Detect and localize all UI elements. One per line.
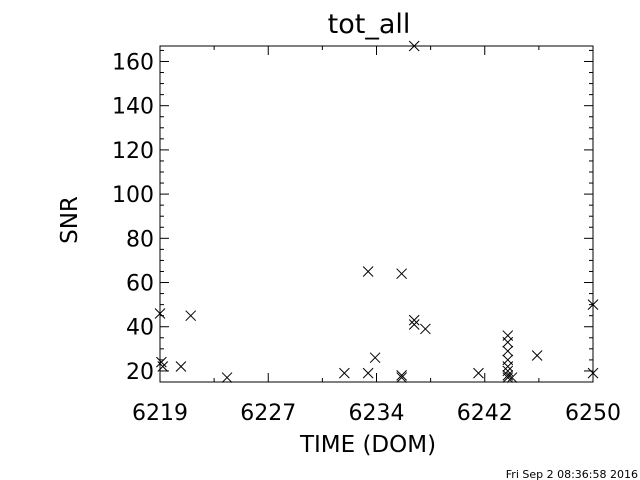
y-axis: 20 40 60 80 100 120 140 160 xyxy=(112,49,593,385)
data-point-marker xyxy=(502,345,514,357)
data-point-marker xyxy=(185,310,197,322)
x-tick-label: 6234 xyxy=(349,401,405,426)
x-tick-label: 6250 xyxy=(565,401,621,426)
data-point-marker xyxy=(157,361,169,372)
y-tick-label: 120 xyxy=(112,139,154,164)
y-tick-label: 100 xyxy=(112,183,154,208)
data-point-marker xyxy=(156,356,167,368)
x-tick-label: 6227 xyxy=(240,401,296,426)
data-point-marker xyxy=(396,370,407,381)
data-point-marker xyxy=(362,266,374,277)
data-point-marker xyxy=(221,372,233,383)
x-tick-label: 6219 xyxy=(132,401,188,426)
data-point-marker xyxy=(531,350,543,361)
data-point-marker xyxy=(396,268,407,280)
x-axis: 6219 6227 6234 6242 6250 xyxy=(132,46,621,426)
data-point-marker xyxy=(473,367,484,379)
y-tick-label: 80 xyxy=(126,227,154,252)
data-point-marker xyxy=(339,367,350,379)
data-point-marker xyxy=(369,352,381,364)
data-point-marker xyxy=(175,361,187,372)
data-point-marker xyxy=(502,336,514,348)
x-axis-label: TIME (DOM) xyxy=(299,432,436,458)
y-tick-label: 140 xyxy=(112,95,154,120)
data-point-marker xyxy=(587,367,599,379)
data-point-marker xyxy=(154,308,166,319)
data-points xyxy=(154,40,599,383)
timestamp: Fri Sep 2 08:36:58 2016 xyxy=(506,468,638,480)
data-point-marker xyxy=(420,323,431,335)
plot-area-frame xyxy=(159,45,594,383)
data-point-marker xyxy=(362,367,374,379)
data-point-marker xyxy=(408,40,420,52)
data-point-marker xyxy=(408,319,420,330)
y-tick-label: 40 xyxy=(126,316,154,341)
y-tick-label: 160 xyxy=(112,50,154,75)
data-point-marker xyxy=(396,372,407,383)
chart-title: tot_all xyxy=(328,9,411,40)
y-axis-label: SNR xyxy=(57,196,83,244)
y-tick-label: 60 xyxy=(126,272,154,297)
data-point-marker xyxy=(502,361,514,372)
y-tick-label: 20 xyxy=(126,360,154,385)
x-tick-label: 6242 xyxy=(457,401,513,426)
data-point-marker xyxy=(506,372,518,383)
data-point-marker xyxy=(587,299,599,310)
data-point-marker xyxy=(408,314,420,326)
data-point-marker xyxy=(502,372,514,383)
